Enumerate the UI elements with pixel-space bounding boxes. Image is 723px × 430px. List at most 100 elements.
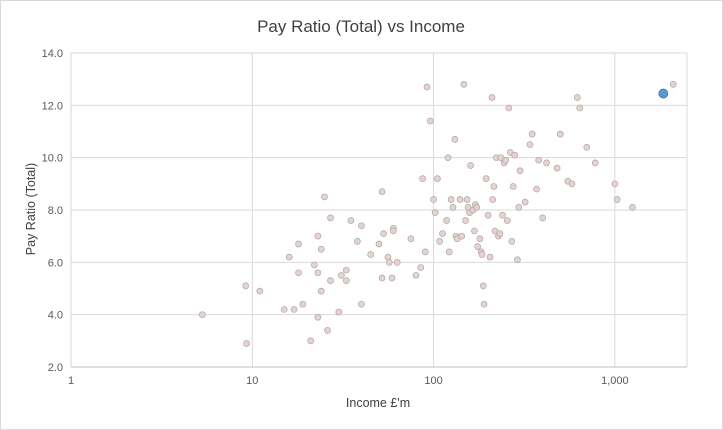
data-point: [539, 214, 547, 222]
data-point: [385, 258, 393, 266]
data-point: [314, 269, 322, 277]
data-point: [354, 238, 361, 245]
data-point: [285, 253, 293, 261]
data-point: [388, 274, 396, 282]
data-point: [280, 306, 288, 313]
highlighted-data-point: [658, 88, 669, 99]
data-point: [375, 240, 383, 248]
data-point: [460, 81, 468, 88]
data-point: [486, 253, 494, 261]
data-point: [509, 183, 517, 190]
data-point: [502, 156, 510, 164]
data-point: [451, 136, 459, 143]
data-point: [474, 243, 481, 250]
data-point: [591, 159, 599, 167]
data-point: [367, 251, 375, 258]
data-point: [508, 238, 516, 245]
data-point: [521, 198, 529, 206]
data-point: [476, 235, 484, 243]
data-point: [290, 306, 298, 313]
data-point: [380, 230, 387, 237]
data-point: [467, 162, 474, 169]
y-tick-label: 10.0: [42, 153, 63, 165]
data-point: [533, 185, 540, 193]
y-tick-label: 8.0: [48, 205, 63, 217]
data-point: [458, 232, 466, 240]
data-point: [444, 154, 452, 162]
y-tick-label: 2.0: [48, 362, 63, 374]
data-point: [256, 287, 264, 295]
data-point: [478, 251, 486, 258]
data-point: [573, 94, 581, 101]
data-point: [526, 141, 534, 148]
data-point: [556, 130, 564, 138]
data-point: [503, 217, 511, 224]
data-point: [412, 272, 420, 279]
data-point: [479, 282, 487, 290]
data-point: [378, 274, 386, 282]
data-point: [243, 340, 250, 347]
data-point: [447, 196, 455, 203]
data-point: [358, 300, 365, 308]
data-point: [443, 217, 450, 224]
y-tick-label: 14.0: [42, 48, 63, 60]
data-point: [488, 94, 496, 101]
data-point: [482, 175, 490, 182]
data-point: [314, 232, 322, 240]
y-tick-label: 12.0: [42, 100, 63, 112]
gridlines: [70, 52, 688, 368]
data-point: [431, 209, 439, 216]
data-point: [390, 227, 397, 235]
data-point: [471, 227, 478, 235]
data-point: [553, 164, 561, 172]
tick-labels: 2.0 4.0 6.0 8.0 10.0 12.0 14.0 1 10 100 1,000: [42, 48, 629, 387]
data-point: [445, 248, 453, 256]
data-points: [198, 81, 677, 347]
data-point: [568, 180, 576, 188]
data-point: [611, 180, 619, 188]
data-point: [393, 258, 401, 266]
data-point: [669, 81, 677, 88]
data-point: [358, 222, 365, 230]
data-point: [321, 193, 328, 201]
data-point: [311, 261, 318, 269]
data-point: [317, 287, 325, 295]
data-point: [490, 183, 498, 190]
y-tick-label: 4.0: [48, 310, 63, 322]
data-point: [407, 235, 415, 243]
data-point: [484, 211, 492, 219]
data-point: [515, 204, 523, 211]
data-point: [314, 313, 322, 321]
data-point: [499, 211, 506, 219]
data-point: [327, 214, 334, 222]
data-point: [327, 277, 334, 284]
data-point: [516, 167, 524, 175]
data-point: [576, 104, 584, 112]
data-point: [480, 300, 488, 308]
data-point: [528, 130, 536, 138]
data-point: [449, 204, 457, 211]
data-point: [613, 196, 621, 203]
data-point: [430, 196, 437, 203]
data-point: [514, 256, 521, 264]
data-point: [198, 311, 206, 319]
data-point: [439, 230, 446, 237]
data-point: [543, 159, 550, 167]
data-point: [511, 151, 518, 159]
data-point: [505, 104, 513, 112]
x-tick-label: 1,000: [601, 375, 629, 387]
data-point: [489, 196, 497, 203]
data-point: [295, 240, 302, 248]
data-point: [242, 282, 250, 290]
data-point: [462, 217, 469, 224]
data-point: [496, 230, 504, 237]
data-point: [335, 308, 343, 316]
data-point: [436, 238, 443, 245]
data-point: [463, 196, 471, 203]
data-point: [378, 188, 386, 196]
data-point: [342, 266, 350, 274]
y-tick-label: 6.0: [48, 257, 63, 269]
data-point: [419, 175, 426, 182]
